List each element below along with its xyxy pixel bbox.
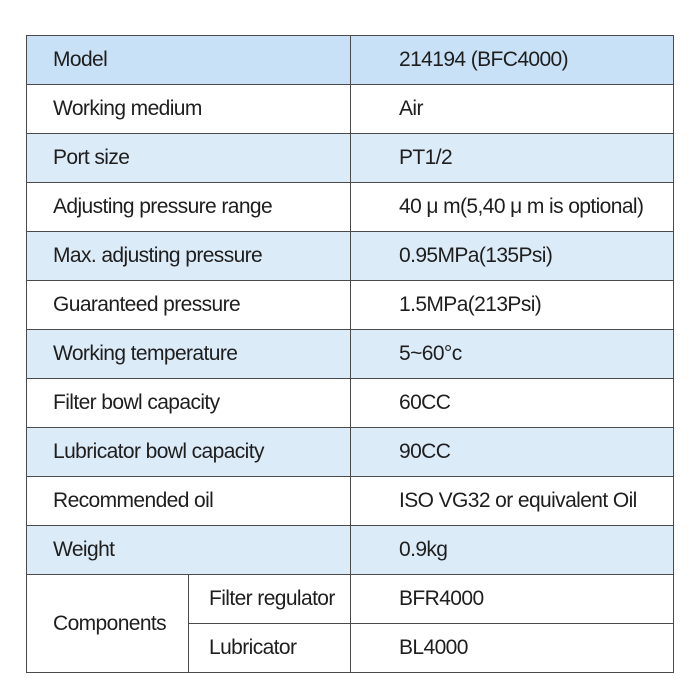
table-row: Recommended oil ISO VG32 or equivalent Oi… (25, 476, 675, 526)
table-row: Max. adjusting pressure 0.95MPa(135Psi) (25, 231, 675, 281)
component-name: Lubricator (187, 623, 352, 673)
row-value: ISO VG32 or equivalent Oil (350, 476, 675, 526)
row-value: 0.9kg (350, 525, 675, 575)
components-label: Components (26, 574, 189, 673)
table-row: Port size PT1/2 (25, 133, 675, 183)
row-value: 60CC (350, 378, 675, 428)
table-row: Guaranteed pressure 1.5MPa(213Psi) (25, 280, 675, 330)
row-label: Lubricator bowl capacity (25, 427, 352, 477)
row-label: Port size (25, 133, 352, 183)
table-row: Working medium Air (25, 84, 675, 134)
row-label: Guaranteed pressure (25, 280, 352, 330)
row-label: Model (25, 35, 352, 85)
table-row: Components Filter regulator BFR4000 (26, 574, 675, 673)
row-label: Adjusting pressure range (25, 182, 352, 232)
table-row: Filter bowl capacity 60CC (25, 378, 675, 428)
table-row: Working temperature 5~60°c (25, 329, 675, 379)
table-row: Model 214194 (BFC4000) (25, 35, 675, 85)
table-row: Adjusting pressure range 40 μ m(5,40 μ m … (25, 182, 675, 232)
component-name: Filter regulator (187, 574, 352, 624)
table-body: Model 214194 (BFC4000) Working medium Air Po… (25, 35, 675, 673)
row-value: 90CC (350, 427, 675, 477)
table-row: Weight 0.9kg (25, 525, 675, 575)
table-row: Lubricator BL4000 (27, 623, 675, 673)
row-label: Max. adjusting pressure (25, 231, 352, 281)
component-value: BFR4000 (350, 574, 675, 624)
row-value: Air (350, 84, 675, 134)
row-label: Working temperature (25, 329, 352, 379)
row-label: Filter bowl capacity (25, 378, 352, 428)
table-row: Lubricator bowl capacity 90CC (25, 427, 675, 477)
row-value: 0.95MPa(135Psi) (350, 231, 675, 281)
row-value: 214194 (BFC4000) (350, 35, 675, 85)
row-value: 40 μ m(5,40 μ m is optional) (350, 182, 675, 232)
row-value: PT1/2 (350, 133, 675, 183)
row-label: Weight (25, 525, 352, 575)
row-value: 5~60°c (350, 329, 675, 379)
row-label: Recommended oil (25, 476, 352, 526)
spec-table: Model 214194 (BFC4000) Working medium Air Po… (25, 35, 675, 673)
row-value: 1.5MPa(213Psi) (350, 280, 675, 330)
component-value: BL4000 (350, 623, 675, 673)
row-label: Working medium (25, 84, 352, 134)
